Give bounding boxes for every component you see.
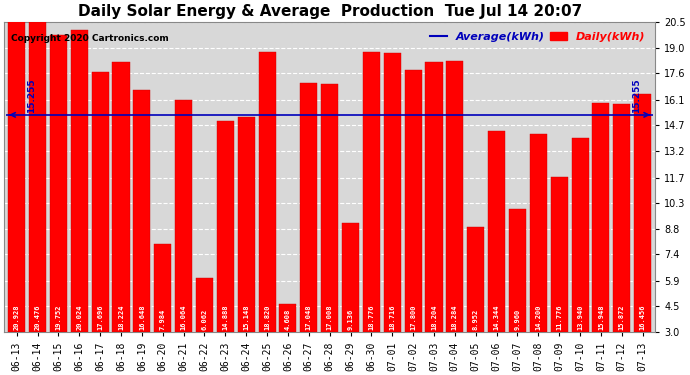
Bar [363, 53, 380, 332]
Bar [29, 22, 46, 332]
Bar [426, 63, 442, 332]
Bar [279, 304, 297, 332]
Text: 18.284: 18.284 [452, 304, 458, 330]
Bar [446, 61, 464, 332]
Bar [92, 72, 109, 332]
Text: 18.224: 18.224 [118, 304, 124, 330]
Text: 14.200: 14.200 [535, 304, 542, 330]
Bar [467, 227, 484, 332]
Text: 20.476: 20.476 [34, 304, 41, 330]
Bar [551, 177, 568, 332]
Text: 20.024: 20.024 [77, 304, 82, 330]
Text: 17.008: 17.008 [326, 304, 333, 330]
Bar [342, 224, 359, 332]
Text: 18.716: 18.716 [389, 304, 395, 330]
Bar [237, 117, 255, 332]
Bar [593, 102, 609, 332]
Text: 16.648: 16.648 [139, 304, 145, 330]
Text: 15.255: 15.255 [27, 78, 36, 113]
Text: 6.062: 6.062 [201, 309, 208, 330]
Text: 15.148: 15.148 [243, 304, 249, 330]
Bar [530, 134, 547, 332]
Title: Daily Solar Energy & Average  Production  Tue Jul 14 20:07: Daily Solar Energy & Average Production … [77, 4, 582, 19]
Bar [71, 30, 88, 332]
Text: 18.204: 18.204 [431, 304, 437, 330]
Text: 14.344: 14.344 [493, 304, 500, 330]
Text: 17.048: 17.048 [306, 304, 312, 330]
Text: 16.064: 16.064 [181, 304, 186, 330]
Text: 11.776: 11.776 [556, 304, 562, 330]
Text: 15.255: 15.255 [632, 78, 641, 113]
Text: 17.800: 17.800 [410, 304, 416, 330]
Bar [404, 70, 422, 332]
Bar [509, 209, 526, 332]
Text: 15.872: 15.872 [619, 304, 625, 330]
Bar [217, 122, 234, 332]
Bar [613, 104, 631, 332]
Bar [133, 90, 150, 332]
Bar [259, 51, 275, 332]
Bar [175, 100, 193, 332]
Text: 19.752: 19.752 [55, 304, 61, 330]
Text: 18.776: 18.776 [368, 304, 375, 330]
Text: 9.960: 9.960 [515, 309, 520, 330]
Text: 8.952: 8.952 [473, 309, 479, 330]
Bar [8, 14, 26, 332]
Bar [384, 53, 401, 332]
Text: 4.608: 4.608 [285, 309, 291, 330]
Text: Copyright 2020 Cartronics.com: Copyright 2020 Cartronics.com [10, 34, 168, 43]
Bar [321, 84, 338, 332]
Bar [112, 62, 130, 332]
Text: 18.820: 18.820 [264, 304, 270, 330]
Text: 17.696: 17.696 [97, 304, 103, 330]
Bar [571, 138, 589, 332]
Text: 13.940: 13.940 [577, 304, 583, 330]
Bar [488, 131, 505, 332]
Bar [50, 35, 67, 332]
Text: 7.984: 7.984 [160, 309, 166, 330]
Text: 16.456: 16.456 [640, 304, 646, 330]
Text: 15.948: 15.948 [598, 304, 604, 330]
Bar [634, 93, 651, 332]
Bar [154, 244, 171, 332]
Bar [300, 83, 317, 332]
Bar [196, 278, 213, 332]
Text: 14.888: 14.888 [222, 304, 228, 330]
Legend: Average(kWh), Daily(kWh): Average(kWh), Daily(kWh) [426, 27, 649, 46]
Text: 20.928: 20.928 [14, 304, 20, 330]
Text: 9.136: 9.136 [348, 309, 353, 330]
